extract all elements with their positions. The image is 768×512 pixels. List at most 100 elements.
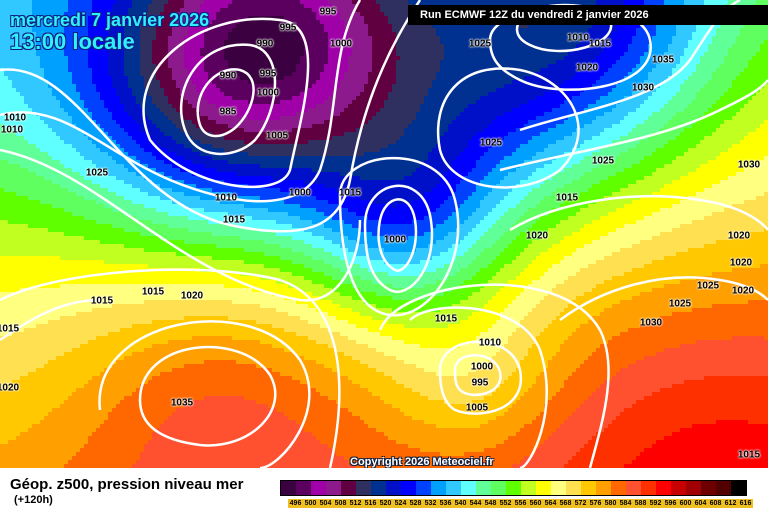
isobar-label: 1025 xyxy=(591,155,615,167)
isobar-label: 985 xyxy=(219,106,237,118)
color-scale-label: 580 xyxy=(603,499,618,508)
color-swatch xyxy=(446,481,461,495)
copyright: Copyright 2026 Meteociel.fr xyxy=(350,456,494,468)
isobar-label: 1030 xyxy=(737,159,761,171)
isobar-label: 1020 xyxy=(731,285,755,297)
isobar-label: 1020 xyxy=(727,230,751,242)
color-scale-label: 616 xyxy=(738,499,753,508)
color-swatch xyxy=(536,481,551,495)
color-scale-label: 504 xyxy=(318,499,333,508)
color-scale-label: 612 xyxy=(723,499,738,508)
isobar-label: 1015 xyxy=(555,192,579,204)
isobar-label: 1025 xyxy=(85,167,109,179)
isobar-label: 1020 xyxy=(525,230,549,242)
color-swatch xyxy=(431,481,446,495)
color-scale-label: 592 xyxy=(648,499,663,508)
lead-time: (+120h) xyxy=(14,494,53,506)
isobar-label: 1010 xyxy=(566,32,590,44)
color-scale-label: 588 xyxy=(633,499,648,508)
color-scale-label: 596 xyxy=(663,499,678,508)
isobar-1025-n xyxy=(436,67,580,189)
isobar-label: 1010 xyxy=(0,124,24,136)
isobar-label: 1020 xyxy=(180,290,204,302)
isobar-label: 1015 xyxy=(141,286,165,298)
isobar-1025-e xyxy=(499,79,768,172)
isobar-1000 xyxy=(142,17,310,189)
isobar-label: 1020 xyxy=(575,62,599,74)
color-scale-label: 584 xyxy=(618,499,633,508)
isobar-1015-med xyxy=(409,306,548,468)
color-swatch xyxy=(611,481,626,495)
isobar-1020-med xyxy=(378,283,610,468)
isobar-1020-sw xyxy=(0,298,101,342)
color-swatch xyxy=(371,481,386,495)
isobar-label: 1000 xyxy=(329,38,353,50)
color-scale-label: 508 xyxy=(333,499,348,508)
color-scale-label: 608 xyxy=(708,499,723,508)
isobar-label: 1015 xyxy=(0,323,20,335)
isobar-label: 1010 xyxy=(478,337,502,349)
color-scale-label: 496 xyxy=(288,499,303,508)
color-scale-label: 552 xyxy=(498,499,513,508)
isobar-label: 1000 xyxy=(256,87,280,99)
isobar-label: 1025 xyxy=(479,137,503,149)
isobar-990 xyxy=(179,43,277,156)
isobar-1035 xyxy=(138,345,277,447)
isobar-label: 990 xyxy=(219,70,237,82)
footer: Géop. z500, pression niveau mer (+120h) … xyxy=(0,468,768,512)
isobar-label: 1025 xyxy=(696,280,720,292)
color-swatch xyxy=(416,481,431,495)
isobars xyxy=(0,0,768,468)
color-scale-label: 572 xyxy=(573,499,588,508)
color-scale xyxy=(280,480,747,496)
color-scale-label: 540 xyxy=(453,499,468,508)
isobar-1005-med xyxy=(438,340,523,415)
isobar-label: 1015 xyxy=(588,38,612,50)
color-scale-label: 500 xyxy=(303,499,318,508)
isobar-1000-med xyxy=(453,354,502,397)
color-swatch xyxy=(356,481,371,495)
color-scale-label: 528 xyxy=(408,499,423,508)
isobar-label: 1025 xyxy=(468,38,492,50)
isobar-label: 1000 xyxy=(383,234,407,246)
color-swatch xyxy=(281,481,296,495)
color-scale-label: 560 xyxy=(528,499,543,508)
color-scale-label: 520 xyxy=(378,499,393,508)
forecast-day: mercredi 7 janvier 2026 xyxy=(10,10,210,30)
isobar-label: 1005 xyxy=(465,402,489,414)
isobar-label: 1005 xyxy=(265,130,289,142)
isobar-label: 1015 xyxy=(338,187,362,199)
color-scale-label: 532 xyxy=(423,499,438,508)
forecast-date: mercredi 7 janvier 2026 13:00 locale xyxy=(10,10,210,54)
isobar-1000-low xyxy=(377,198,418,272)
color-scale-label: 548 xyxy=(483,499,498,508)
isobar-label: 995 xyxy=(471,377,489,389)
color-swatch xyxy=(716,481,731,495)
forecast-hour: 13:00 locale xyxy=(10,29,135,54)
color-scale-label: 556 xyxy=(513,499,528,508)
isobar-985 xyxy=(196,68,255,138)
color-scale-label: 568 xyxy=(558,499,573,508)
color-scale-labels: 496 500 504 508 512 516 520 524 528 532 536 540 544 5… xyxy=(288,499,753,508)
color-swatch xyxy=(506,481,521,495)
color-swatch xyxy=(461,481,476,495)
isobar-label: 1000 xyxy=(470,361,494,373)
color-swatch xyxy=(326,481,341,495)
color-scale-label: 564 xyxy=(543,499,558,508)
map-title: Géop. z500, pression niveau mer xyxy=(10,476,244,493)
isobar-label: 1020 xyxy=(0,382,20,394)
color-scale-label: 544 xyxy=(468,499,483,508)
color-swatch xyxy=(491,481,506,495)
color-swatch xyxy=(581,481,596,495)
isobar-1020 xyxy=(0,148,362,302)
color-scale-label: 536 xyxy=(438,499,453,508)
isobar-label: 1025 xyxy=(668,298,692,310)
isobar-label: 995 xyxy=(279,22,297,34)
isobar-1010 xyxy=(0,0,362,203)
color-swatch xyxy=(641,481,656,495)
color-swatch xyxy=(656,481,671,495)
color-swatch xyxy=(341,481,356,495)
isobar-1015 xyxy=(0,0,422,233)
isobar-label: 1010 xyxy=(3,112,27,124)
